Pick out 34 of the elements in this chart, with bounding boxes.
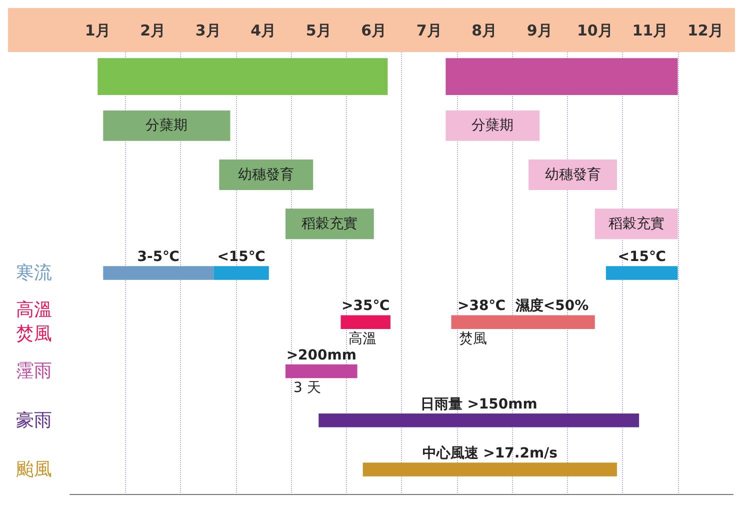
y-tick-label: 豪雨 xyxy=(16,410,52,431)
series-label: 分蘖期 xyxy=(146,118,188,134)
x-tick-label: 5月 xyxy=(306,22,332,40)
x-tick-label: 10月 xyxy=(576,22,613,40)
x-tick-label: 9月 xyxy=(526,22,552,40)
series-label: 稻穀充實 xyxy=(608,216,664,232)
x-tick-label: 11月 xyxy=(632,22,668,40)
series-label: 3-5℃ xyxy=(137,249,180,266)
series-label: >38℃ 濕度<50% xyxy=(457,297,589,314)
series-label: 幼穗發育 xyxy=(544,166,601,183)
series-label: <15℃ xyxy=(618,249,666,266)
y-tick-label: 霪雨 xyxy=(16,360,52,382)
x-tick-label: 2月 xyxy=(140,22,166,40)
annotation: 焚風 xyxy=(459,330,488,347)
y-tick-label: 寒流 xyxy=(16,262,52,284)
y-tick-label: 高溫 焚風 xyxy=(16,300,52,345)
x-tick-label: 1月 xyxy=(84,22,110,40)
annotation: 高溫 xyxy=(348,330,377,347)
x-tick-label: 7月 xyxy=(416,22,442,40)
series-label: 中心風速 >17.2m/s xyxy=(422,444,558,462)
series-label: <15℃ xyxy=(217,249,266,266)
series-label: >35℃ xyxy=(342,298,390,314)
x-tick-label: 4月 xyxy=(250,22,276,40)
series-label: 日雨量 >150mm xyxy=(420,396,538,412)
series-label: 稻穀充實 xyxy=(302,216,358,232)
series-label: 幼穗發育 xyxy=(238,166,294,183)
x-tick-label: 8月 xyxy=(472,22,498,40)
x-tick-label: 12月 xyxy=(687,22,724,40)
series-label: 分蘖期 xyxy=(472,118,514,134)
y-tick-label: 颱風 xyxy=(16,458,52,480)
x-tick-label: 3月 xyxy=(195,22,221,40)
annotation: 3 天 xyxy=(293,380,321,396)
x-tick-label: 6月 xyxy=(361,22,387,40)
series-label: >200mm xyxy=(286,347,356,364)
